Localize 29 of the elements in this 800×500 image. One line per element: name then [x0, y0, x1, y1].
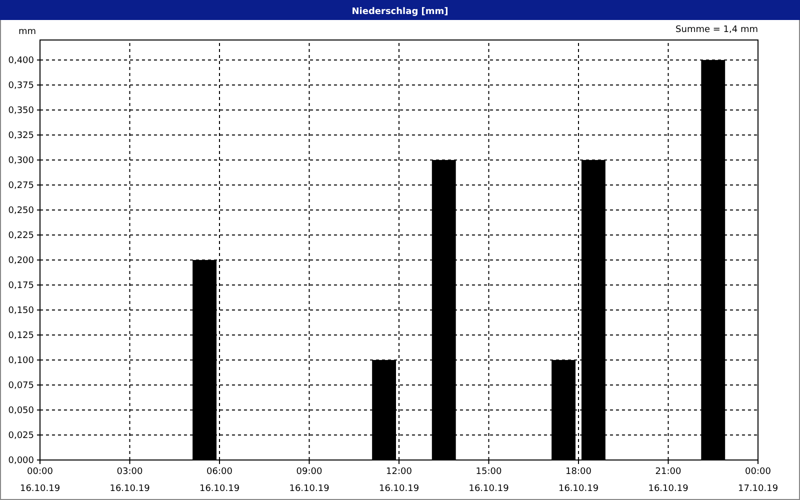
x-tick-label: 15:00 16.10.19: [468, 467, 510, 494]
x-tick-label: 09:00 16.10.19: [289, 467, 330, 494]
y-tick-label: 0,125: [8, 330, 34, 341]
x-tick-label: 12:00 16.10.19: [378, 467, 420, 494]
y-tick-label: 0,025: [8, 430, 34, 441]
x-tick-label: 00:00 16.10.19: [20, 467, 60, 494]
y-tick-label: 0,325: [8, 130, 34, 141]
x-tick-label: 18:00 16.10.19: [558, 467, 599, 494]
y-tick-label: 0,250: [8, 206, 34, 216]
x-tick-label: 00:00 17.10.19: [738, 467, 778, 494]
text: Summe = 1,4 mm: [676, 25, 758, 35]
y-tick-label: 0,075: [8, 380, 34, 391]
y-tick-label: 0,050: [8, 406, 34, 416]
x-tick-label: 03:00 16.10.19: [110, 467, 150, 494]
y-tick-label: 0,275: [8, 180, 34, 191]
y-tick-label: 0,150: [8, 306, 34, 316]
chart-title: Niederschlag [mm]: [352, 7, 448, 17]
y-tick-label: 0,300: [8, 156, 34, 166]
y-tick-label: 0,225: [8, 230, 34, 241]
y-tick-label: 0,200: [8, 256, 34, 266]
y-axis-title: mm: [18, 27, 36, 37]
y-tick-label: 0,100: [8, 356, 34, 366]
y-tick-label: 0,175: [8, 280, 34, 291]
x-tick-label: 06:00 16.10.19: [199, 467, 240, 494]
y-tick-label: 0,350: [8, 106, 34, 116]
y-tick-label: 0,000: [8, 456, 34, 466]
y-tick-label: 0,375: [8, 80, 34, 91]
y-tick-label: 0,400: [8, 56, 34, 66]
x-tick-label: 21:00 16.10.19: [648, 467, 689, 494]
